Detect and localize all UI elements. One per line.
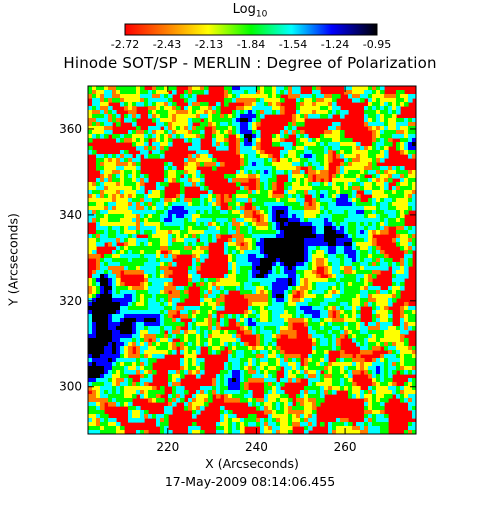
y-axis-label: Y (Arcseconds) xyxy=(5,213,21,306)
colorbar-tick-label: -2.43 xyxy=(152,38,182,51)
chart-title: Hinode SOT/SP - MERLIN : Degree of Polar… xyxy=(63,54,437,72)
y-tick-label: 300 xyxy=(59,380,82,394)
y-tick-label: 320 xyxy=(59,294,82,308)
y-tick-label: 340 xyxy=(59,208,82,222)
colorbar-tick-labels: -2.72 -2.43 -2.13 -1.84 -1.54 -1.24 -0.95 xyxy=(111,38,391,52)
colorbar-tick-label: -2.13 xyxy=(194,38,224,51)
x-tick-label: 220 xyxy=(156,440,179,454)
colorbar-tick-label: -1.84 xyxy=(236,38,266,51)
x-axis: 220 240 260 xyxy=(156,86,357,454)
y-tick-label: 360 xyxy=(59,122,82,136)
x-tick-label: 240 xyxy=(245,440,268,454)
colorbar-tick-label: -0.95 xyxy=(362,38,392,51)
colorbar-tick-label: -1.24 xyxy=(320,38,350,51)
x-axis-label: X (Arcseconds) xyxy=(205,456,299,471)
colorbar-tick-label: -1.54 xyxy=(278,38,308,51)
y-axis: 300 320 340 360 xyxy=(59,122,416,394)
plot-frame xyxy=(87,85,417,435)
colorbar xyxy=(124,23,378,36)
colorbar-tick-label: -2.72 xyxy=(110,38,140,51)
timestamp: 17-May-2009 08:14:06.455 xyxy=(164,474,336,489)
colorbar-title: Log10 xyxy=(232,2,268,20)
x-tick-label: 260 xyxy=(334,440,357,454)
